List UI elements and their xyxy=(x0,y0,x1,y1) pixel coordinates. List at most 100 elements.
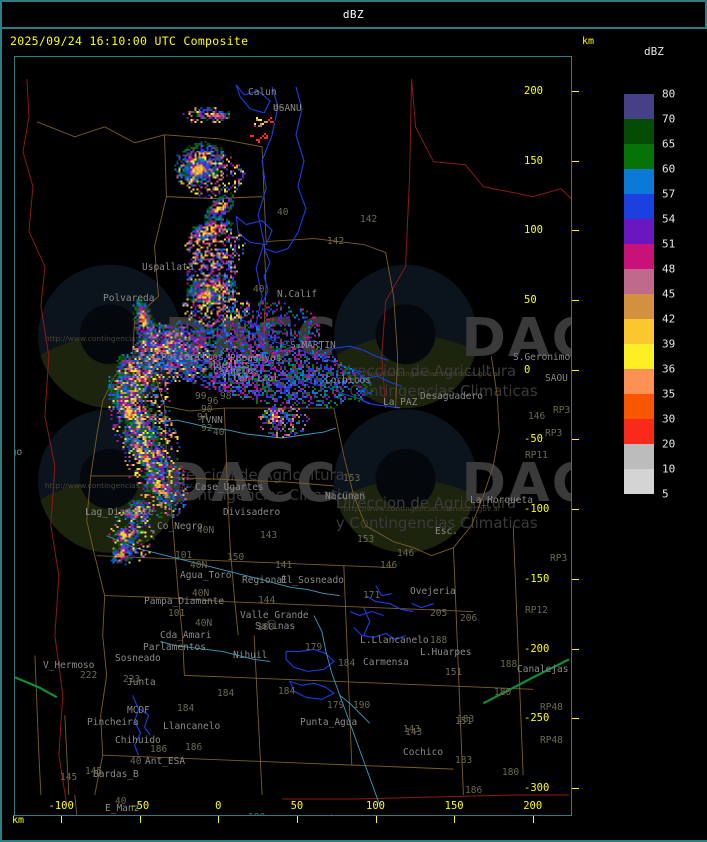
watermark-logo-left2: DACC xyxy=(164,451,337,514)
colorbar-tick-label: 54 xyxy=(662,212,676,226)
place-label: La_PAZ xyxy=(383,397,418,408)
route-label: 143 xyxy=(405,727,423,738)
place-label: Potrerillos xyxy=(161,352,224,363)
x-axis-tick-label: 100 xyxy=(366,800,385,812)
route-label: 150 xyxy=(227,552,245,563)
watermark-logo-right: DACC xyxy=(461,306,572,369)
route-label: 40 xyxy=(213,427,225,438)
place-label: Valle_Grande xyxy=(240,610,309,621)
place-label: Agua_Toro xyxy=(180,570,232,581)
watermark-line1-midleft: Direccion de Agricultura xyxy=(164,466,344,484)
place-label: Punta_Agua xyxy=(300,717,358,728)
route-label: 96 xyxy=(207,396,219,407)
place-label: USANU xyxy=(273,103,302,114)
colorbar-tick-label: 70 xyxy=(662,112,676,126)
window-title: dBZ xyxy=(342,8,365,21)
colorbar-tick-label: 65 xyxy=(662,137,676,151)
place-label: Pampa_Diamante xyxy=(144,596,225,607)
x-axis-tick-label: 200 xyxy=(523,800,543,812)
route-label: 190 xyxy=(353,700,371,711)
route-label: 46 xyxy=(273,103,285,114)
colorbar-segment xyxy=(624,94,654,119)
route-label: 146 xyxy=(380,560,398,571)
route-label: 205 xyxy=(430,608,448,619)
y-axis-tick xyxy=(572,90,579,92)
place-label: Parlamentos xyxy=(143,642,206,653)
colorbar-tick-label: 42 xyxy=(662,312,676,326)
colorbar-tick-label: 35 xyxy=(662,387,676,401)
y-axis-tick-label: -50 xyxy=(524,433,543,446)
route-label: 153 xyxy=(357,534,375,545)
route-label: 183 xyxy=(457,714,475,725)
place-label: Llancanelo xyxy=(163,721,221,732)
route-label: 92 xyxy=(201,423,213,434)
colorbar-tick-label: 80 xyxy=(662,87,676,101)
route-label: RP48 xyxy=(540,702,563,713)
place-label: Case_Ugartes xyxy=(195,482,264,493)
route-label: 183 xyxy=(455,755,473,766)
y-axis-tick xyxy=(572,509,579,511)
place-label: Bardas_B xyxy=(93,769,139,780)
route-label: 171 xyxy=(363,590,381,601)
x-axis-tick xyxy=(375,816,377,823)
colorbar-segment xyxy=(624,169,654,194)
colorbar-segment xyxy=(624,244,654,269)
colorbar-tick-label: 10 xyxy=(662,462,676,476)
x-axis-tick xyxy=(61,816,63,823)
watermark-line2-lower: y Contingencias Climaticas xyxy=(336,514,538,532)
route-label: 40N xyxy=(192,588,210,599)
colorbar-tick-label: 36 xyxy=(662,362,676,376)
route-label: 94 xyxy=(197,412,209,423)
colorbar-title: dBZ xyxy=(644,45,664,58)
place-label: S.MARTIN xyxy=(290,340,336,351)
colorbar-tick-label: 60 xyxy=(662,162,676,176)
place-label: Calun xyxy=(248,87,277,98)
radar-plot[interactable]: DACC DACC DACC DACC Direccion de Agricul… xyxy=(14,56,572,816)
x-axis-tick xyxy=(218,816,220,823)
route-label: 184 xyxy=(338,658,356,669)
place-label: Desaguadero xyxy=(420,391,483,402)
colorbar-segment xyxy=(624,344,654,369)
y-axis-tick-label: 100 xyxy=(524,224,543,237)
place-label: Huertas xyxy=(210,360,251,371)
colorbar-segment xyxy=(624,394,654,419)
x-axis-unit-label: km xyxy=(12,815,25,826)
watermark-line1-upper: Direccion de Agricultura xyxy=(336,362,516,380)
y-axis-tick-label: 0 xyxy=(524,363,531,376)
route-label: 145 xyxy=(85,766,103,777)
place-label: L.Huarpes xyxy=(420,647,472,658)
y-axis-tick xyxy=(572,718,579,720)
place-label: La_Horqueta xyxy=(470,495,533,506)
route-label: RP3 xyxy=(550,553,568,564)
y-axis-tick xyxy=(572,788,579,790)
radar-echo-layer xyxy=(106,106,374,566)
x-axis-tick-label: 0 xyxy=(215,800,222,812)
watermark-url-3: http://www.contingencias.mendoza.gov.ar xyxy=(344,369,502,378)
colorbar-segment xyxy=(624,294,654,319)
place-label: Regional xyxy=(242,575,288,586)
y-axis-tick-label: 200 xyxy=(524,84,543,97)
route-label: 151 xyxy=(455,716,473,727)
route-label: 222 xyxy=(80,670,98,681)
place-label: L.Llancanelo xyxy=(360,635,429,646)
colorbar-segment xyxy=(624,269,654,294)
place-label: Uspallata xyxy=(142,262,194,273)
route-label: 186 xyxy=(465,785,483,796)
place-label: Pincheira xyxy=(87,717,139,728)
window-titlebar: dBZ xyxy=(2,2,705,29)
route-label: 184 xyxy=(177,703,195,714)
colorbar-gradient[interactable] xyxy=(624,94,654,494)
route-label: 188 xyxy=(500,659,518,670)
route-label: 179 xyxy=(305,642,323,653)
x-axis-tick-label: 50 xyxy=(290,800,304,812)
route-label: 143 xyxy=(403,724,421,735)
y-axis-tick-label: 50 xyxy=(524,294,537,307)
route-label: RP3 xyxy=(545,428,563,439)
place-label: S.Geronimo xyxy=(513,352,571,363)
place-label: N.Calif xyxy=(277,289,318,300)
place-label: Divisadero xyxy=(223,507,281,518)
route-label: 179 xyxy=(327,700,345,711)
route-label: 180 xyxy=(502,767,520,778)
watermark-line1-lower: Direccion de Agricultura xyxy=(336,494,516,512)
